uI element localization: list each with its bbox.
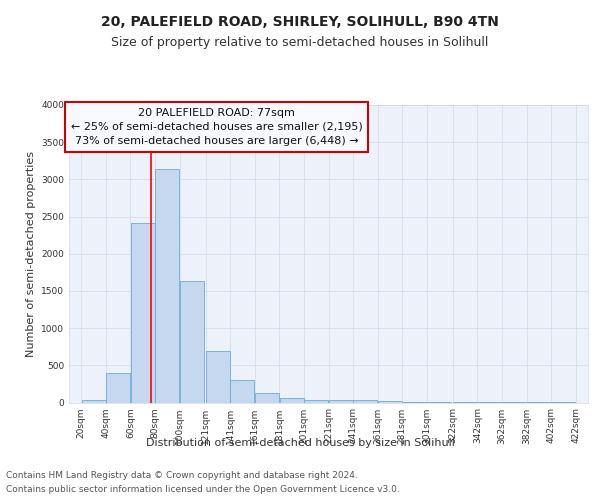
Text: Contains HM Land Registry data © Crown copyright and database right 2024.: Contains HM Land Registry data © Crown c…	[6, 472, 358, 480]
Bar	[230, 380, 254, 402]
Bar	[353, 400, 377, 402]
Text: Contains public sector information licensed under the Open Government Licence v3: Contains public sector information licen…	[6, 484, 400, 494]
Text: 20, PALEFIELD ROAD, SHIRLEY, SOLIHULL, B90 4TN: 20, PALEFIELD ROAD, SHIRLEY, SOLIHULL, B…	[101, 16, 499, 30]
Bar	[82, 400, 106, 402]
Bar	[329, 400, 353, 402]
Text: 20 PALEFIELD ROAD: 77sqm
← 25% of semi-detached houses are smaller (2,195)
73% o: 20 PALEFIELD ROAD: 77sqm ← 25% of semi-d…	[71, 108, 362, 146]
Y-axis label: Number of semi-detached properties: Number of semi-detached properties	[26, 151, 35, 357]
Text: Distribution of semi-detached houses by size in Solihull: Distribution of semi-detached houses by …	[146, 438, 454, 448]
Bar	[304, 400, 328, 402]
Bar	[155, 169, 179, 402]
Bar	[106, 374, 130, 402]
Bar	[180, 280, 204, 402]
Text: Size of property relative to semi-detached houses in Solihull: Size of property relative to semi-detach…	[112, 36, 488, 49]
Bar	[280, 398, 304, 402]
Bar	[255, 393, 279, 402]
Bar	[131, 222, 155, 402]
Bar	[206, 351, 230, 403]
